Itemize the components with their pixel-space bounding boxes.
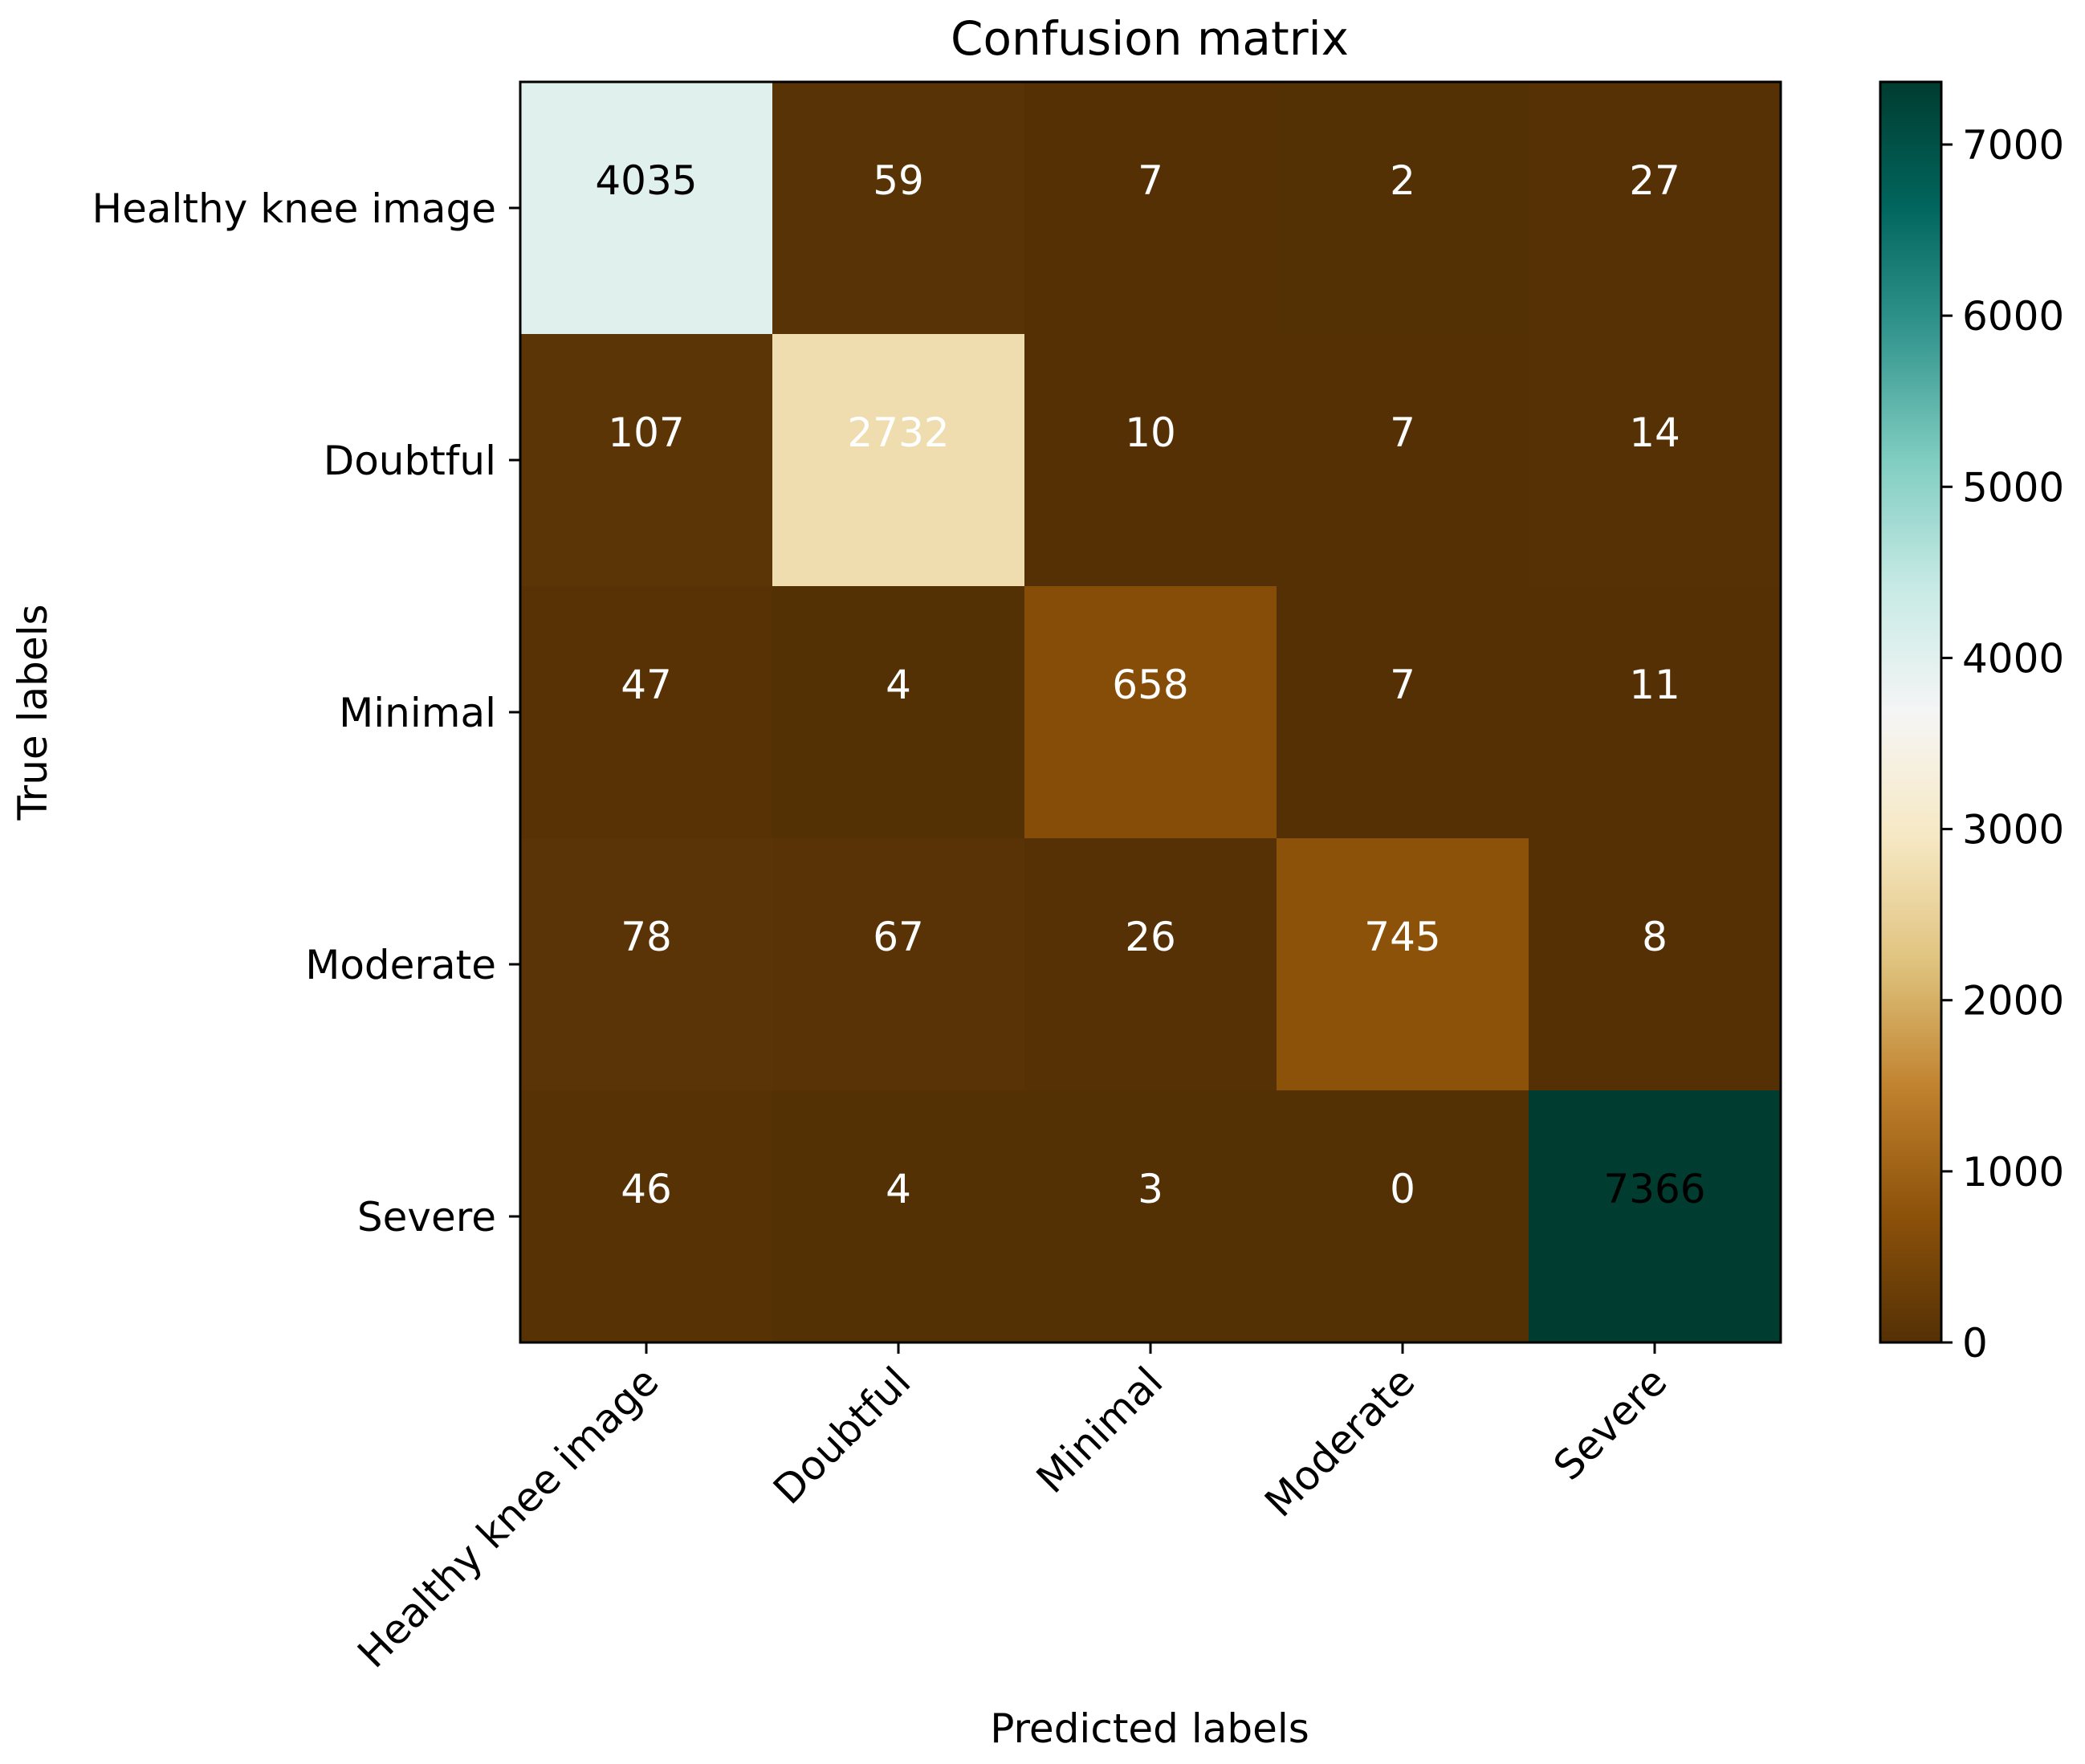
heatmap-cell: [1529, 838, 1782, 1091]
heatmap-cell: [1277, 1090, 1529, 1343]
cell-value-label: 59: [873, 157, 924, 204]
colorbar-tick-label: 4000: [1962, 635, 2064, 682]
colorbar-tick-label: 2000: [1962, 978, 2064, 1025]
cell-value-label: 14: [1629, 409, 1680, 456]
heatmap-cell: [1529, 82, 1782, 335]
heatmap-cell: [520, 334, 773, 587]
y-tick-label: Severe: [357, 1194, 496, 1241]
y-axis-label: True labels: [10, 604, 56, 821]
heatmap-cell: [772, 838, 1025, 1091]
cell-value-label: 4035: [595, 157, 697, 204]
heatmap-cell: [520, 838, 773, 1091]
cell-value-label: 7: [1390, 662, 1415, 708]
heatmap-cell: [1024, 82, 1277, 335]
cell-value-label: 78: [621, 914, 672, 960]
cell-value-label: 3: [1138, 1166, 1163, 1212]
y-axis: Healthy knee image Doubtful Minimal Moderat…: [92, 185, 520, 1241]
x-tick-label: Minimal: [1028, 1358, 1172, 1502]
heatmap-cell: [1024, 838, 1277, 1091]
heatmap-cell: [1529, 1090, 1782, 1343]
chart-title: Confusion matrix: [951, 11, 1349, 66]
y-tick-label: Moderate: [305, 942, 496, 988]
x-tick-label: Moderate: [1256, 1358, 1423, 1526]
x-tick-label: Healthy knee image: [348, 1358, 667, 1676]
heatmap-cell: [520, 1090, 773, 1343]
heatmap-cell: [1529, 334, 1782, 587]
heatmap-cell: [1024, 334, 1277, 587]
cell-value-label: 107: [608, 409, 684, 456]
x-axis: Healthy knee image Doubtful Minimal Moderat…: [348, 1342, 1676, 1676]
colorbar-tick-label: 5000: [1962, 464, 2064, 511]
cell-value-label: 7366: [1603, 1166, 1705, 1212]
heatmap-cell: [1529, 586, 1782, 839]
heatmap-cell: [1277, 586, 1529, 839]
x-axis-label: Predicted labels: [990, 1705, 1309, 1752]
heatmap-cell: [772, 1090, 1025, 1343]
x-tick-label: Severe: [1545, 1358, 1676, 1489]
heatmap-cell: [520, 586, 773, 839]
cell-value-label: 46: [621, 1166, 672, 1212]
heatmap-cell: [772, 82, 1025, 335]
cell-value-label: 10: [1125, 409, 1176, 456]
x-tick-label: Doubtful: [764, 1358, 919, 1513]
cell-value-label: 26: [1125, 914, 1176, 960]
colorbar-tick-label: 1000: [1962, 1149, 2064, 1196]
cell-value-label: 2732: [847, 409, 949, 456]
heatmap-cell: [1277, 334, 1529, 587]
y-tick-label: Doubtful: [324, 438, 496, 484]
cell-value-label: 4: [886, 1166, 911, 1212]
heatmap-cell: [772, 586, 1025, 839]
colorbar-ticks: 0 1000 2000 3000 4000 5000 6000 7000: [1941, 122, 2064, 1367]
cell-value-label: 47: [621, 662, 672, 708]
cell-value-label: 4: [886, 662, 911, 708]
cell-value-label: 0: [1390, 1166, 1415, 1212]
y-tick-label: Healthy knee image: [92, 185, 496, 232]
cell-value-label: 67: [873, 914, 924, 960]
cell-value-label: 658: [1112, 662, 1188, 708]
heatmap-cell: [772, 334, 1025, 587]
heatmap-cell: [1277, 838, 1529, 1091]
heatmap-cell: [1024, 1090, 1277, 1343]
cell-value-label: 7: [1390, 409, 1415, 456]
heatmap-cell: [520, 82, 773, 335]
y-tick-label: Minimal: [339, 690, 496, 736]
cell-value-label: 27: [1629, 157, 1680, 204]
colorbar-tick-label: 0: [1962, 1320, 1988, 1367]
colorbar-tick-label: 7000: [1962, 122, 2064, 169]
colorbar: [1879, 80, 1943, 1344]
heatmap-cell: [1024, 586, 1277, 839]
cell-value-label: 7: [1138, 157, 1163, 204]
cell-value-label: 745: [1364, 914, 1440, 960]
cell-value-label: 2: [1390, 157, 1415, 204]
cell-value-label: 8: [1642, 914, 1668, 960]
heatmap-cells: [520, 82, 1782, 1343]
colorbar-tick-label: 6000: [1962, 293, 2064, 340]
heatmap-cell: [1277, 82, 1529, 335]
cell-value-label: 11: [1629, 662, 1680, 708]
colorbar-tick-label: 3000: [1962, 807, 2064, 853]
